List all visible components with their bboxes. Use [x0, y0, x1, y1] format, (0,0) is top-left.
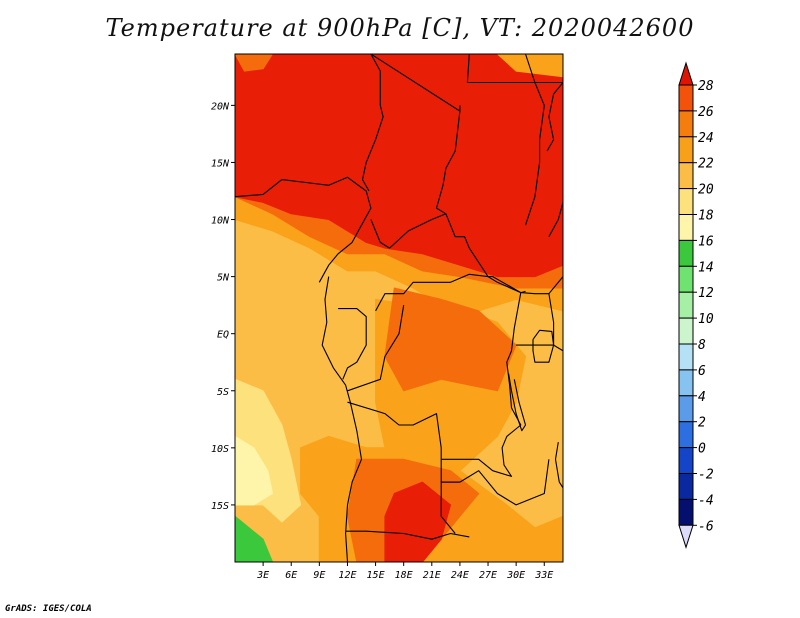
colorbar-label: 24 [698, 131, 714, 146]
colorbar-label: 12 [698, 286, 714, 301]
lat-tick-label: 15N [211, 158, 230, 169]
border-angola-zambia [440, 481, 460, 534]
border-congo-gabon [338, 308, 367, 380]
colorbar-under-triangle [678, 524, 694, 549]
colorbar-swatch [678, 343, 694, 371]
colorbar-over-triangle [678, 61, 694, 86]
lon-tick-label: 18E [395, 570, 413, 581]
border-chad-west [361, 54, 384, 192]
colorbar-label: -6 [698, 519, 714, 534]
lon-tick-label: 30E [506, 570, 525, 581]
border-chad-sudan [435, 105, 526, 294]
field-26-28-south [384, 481, 451, 562]
colorbar-label: 8 [698, 338, 706, 353]
colorbar-label: 0 [698, 442, 706, 457]
colorbar-swatch [678, 498, 694, 526]
map-frame [234, 53, 564, 563]
lon-tick-label: 15E [367, 570, 385, 581]
colorbar-swatch [678, 136, 694, 164]
colorbar-label: 28 [698, 79, 714, 94]
longitude-axis: 3E 6E 9E 12E 15E 18E 21E 24E 27E 30E 33E [256, 562, 553, 581]
colorbar-swatch [678, 214, 694, 241]
border-south-sudan [487, 276, 563, 295]
colorbar-label: 22 [698, 157, 714, 172]
colorbar-swatch [678, 84, 694, 112]
colorbar-swatch [678, 421, 694, 449]
colorbar-label: 16 [698, 234, 714, 249]
colorbar-swatch [678, 369, 694, 397]
nile-river [524, 54, 545, 226]
field-16-18-west [235, 435, 273, 506]
colorbar-swatch [678, 395, 694, 423]
lon-tick-label: 6E [285, 570, 297, 581]
colorbar-swatch [678, 188, 694, 216]
border-car-drc [375, 273, 489, 312]
lon-tick-label: 21E [423, 570, 441, 581]
colorbar-swatch [678, 447, 694, 475]
field-22-24-northeast [496, 54, 563, 78]
map-title: Temperature at 900hPa [C], VT: 202004260… [105, 14, 695, 42]
credit-text: GrADS: IGES/COLA [5, 604, 92, 614]
lat-tick-label: 15S [211, 501, 229, 512]
lat-tick-label: 5S [217, 387, 229, 398]
lake-tanganyika [508, 373, 527, 432]
field-24-26-northwest [235, 54, 273, 72]
lon-tick-label: 12E [338, 570, 356, 581]
colorbar-swatch [678, 291, 694, 319]
lat-tick-label: 10N [211, 216, 230, 227]
colorbar-label: 18 [698, 209, 714, 224]
colorbar-swatch [678, 265, 694, 293]
lon-tick-label: 33E [534, 570, 553, 581]
border-car-north [370, 213, 447, 249]
border-zambia [459, 459, 550, 506]
temperature-map: 3E 6E 9E 12E 15E 18E 21E 24E 27E 30E 33E 20N 15N 10N… [211, 53, 564, 581]
colorbar-label: 20 [698, 183, 714, 198]
lon-tick-label: 9E [313, 570, 325, 581]
country-borders [235, 54, 563, 562]
temperature-field [235, 54, 563, 562]
border-congo-drc [347, 305, 405, 392]
lat-tick-label: 5N [217, 273, 230, 284]
field-14-16-southwest [235, 515, 273, 562]
lon-tick-label: 24E [451, 570, 469, 581]
colorbar-label: 4 [698, 390, 706, 405]
lat-tick-label: 10S [211, 444, 229, 455]
colorbar-swatch [678, 473, 694, 500]
colorbar-label: -2 [698, 468, 714, 483]
latitude-axis: 20N 15N 10N 5N EQ 5S 10S 15S [211, 101, 235, 512]
border-ethiopia-sudan [548, 202, 563, 237]
border-drc-east [441, 292, 522, 477]
colorbar-label: 14 [698, 260, 714, 275]
lon-tick-label: 27E [479, 570, 497, 581]
colorbar-label: 2 [698, 416, 706, 431]
border-nigeria-cameroon [235, 176, 372, 283]
border-uganda-kenya [548, 293, 555, 346]
border-angola-drc [347, 401, 460, 483]
east-edge-north [546, 82, 563, 152]
colorbar-swatch [678, 317, 694, 345]
colorbar-swatch [678, 162, 694, 190]
border-angola-namibia [345, 530, 470, 540]
colorbar-label: 26 [698, 105, 714, 120]
lat-tick-label: 20N [211, 101, 230, 112]
colorbar-swatch [678, 239, 694, 267]
lake-victoria [532, 329, 555, 363]
lake-malawi [554, 442, 563, 489]
coastline-west [321, 276, 363, 562]
colorbar-label: -4 [698, 493, 714, 508]
colorbar-swatch [678, 110, 694, 138]
border-egypt-sudan [466, 54, 563, 84]
colorbar-label: 6 [698, 364, 706, 379]
colorbar-label: 10 [698, 312, 714, 327]
lat-tick-label: EQ [217, 330, 229, 341]
lon-tick-label: 3E [256, 570, 269, 581]
field-24-26-central [384, 287, 517, 392]
border-libya-chad [370, 54, 461, 112]
